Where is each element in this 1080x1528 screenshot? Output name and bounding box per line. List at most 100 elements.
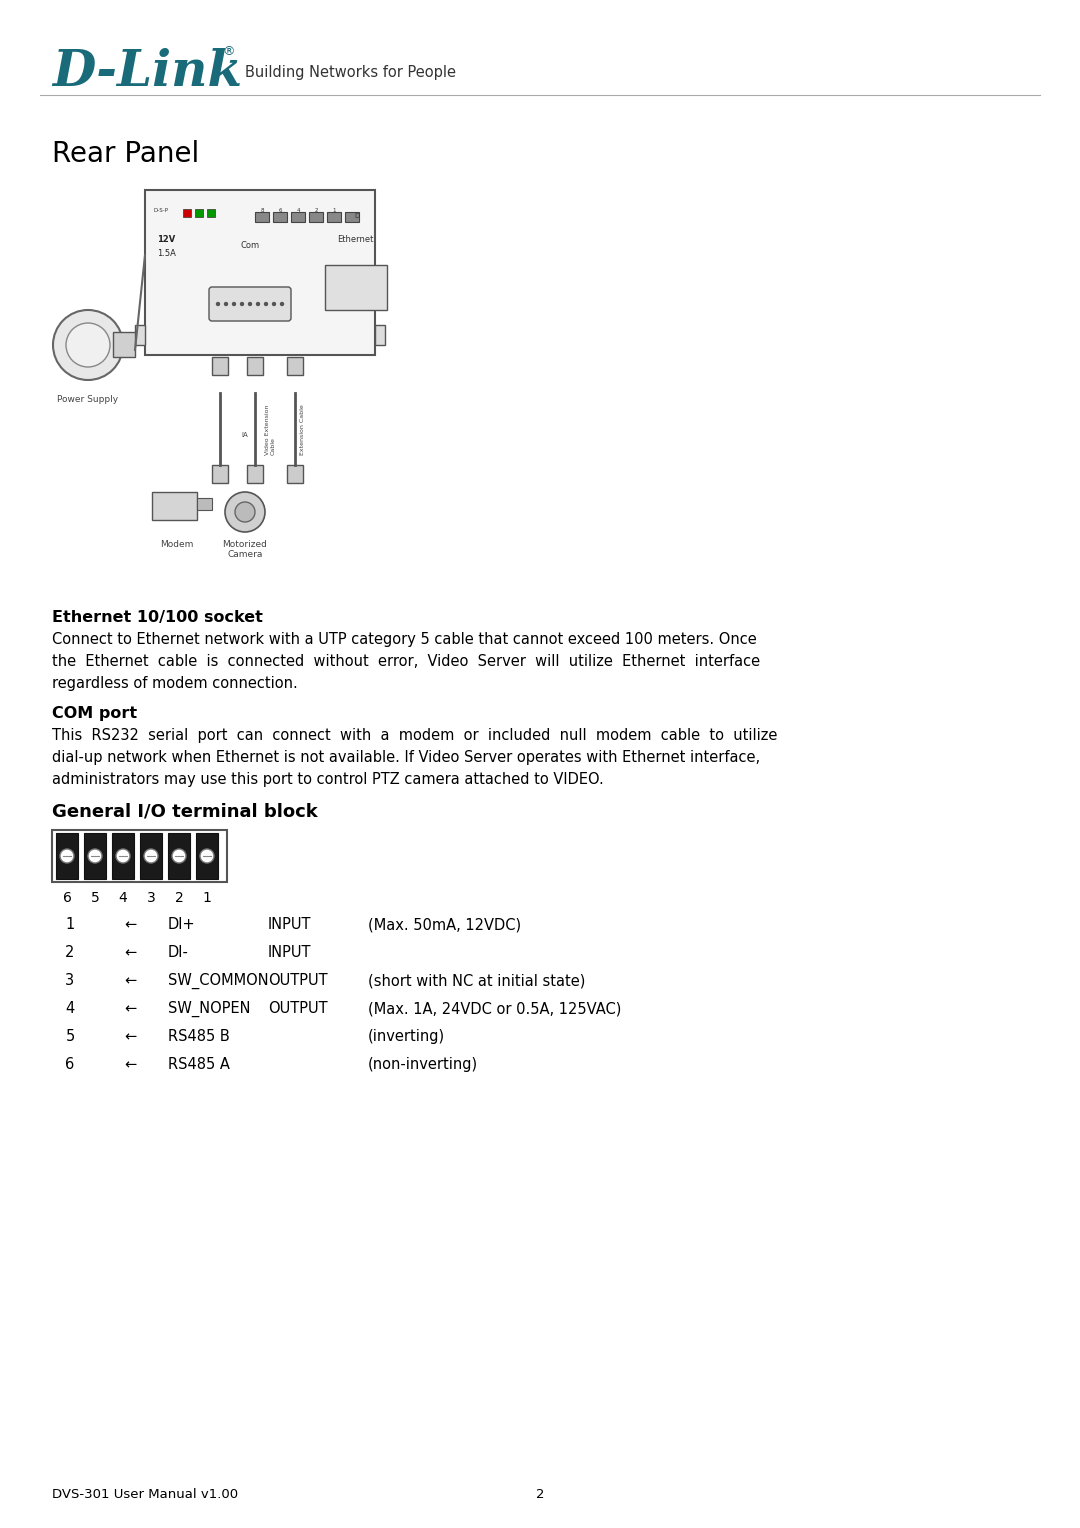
Bar (112, 833, 134, 879)
Bar (183, 209, 191, 217)
Text: Modem: Modem (160, 539, 193, 549)
Circle shape (216, 303, 219, 306)
Bar (287, 465, 303, 483)
Circle shape (272, 303, 275, 306)
Circle shape (248, 303, 252, 306)
Text: IA: IA (242, 432, 248, 439)
Circle shape (265, 303, 268, 306)
Bar (135, 325, 145, 345)
Text: 2: 2 (175, 891, 184, 905)
Text: ←: ← (124, 1057, 136, 1073)
Bar (212, 465, 228, 483)
Text: 8: 8 (260, 208, 264, 212)
Bar (345, 212, 359, 222)
Bar (207, 209, 215, 217)
Text: 6: 6 (279, 208, 282, 212)
Text: 4: 4 (296, 208, 300, 212)
Circle shape (225, 303, 228, 306)
Bar (145, 189, 375, 354)
Bar (291, 212, 305, 222)
Text: D-Link: D-Link (52, 47, 242, 96)
Text: ←: ← (124, 973, 136, 989)
Bar (255, 212, 269, 222)
Text: RS485 B: RS485 B (168, 1028, 230, 1044)
Text: 5: 5 (91, 891, 99, 905)
Circle shape (144, 850, 158, 863)
Text: Ethernet: Ethernet (337, 235, 374, 244)
Text: SW_NOPEN: SW_NOPEN (168, 1001, 251, 1018)
FancyBboxPatch shape (210, 287, 291, 321)
Text: INPUT: INPUT (268, 917, 311, 932)
Bar (375, 325, 384, 345)
Text: 2: 2 (314, 208, 318, 212)
Bar (56, 833, 78, 879)
Text: (non-inverting): (non-inverting) (368, 1057, 478, 1073)
Text: 5: 5 (66, 1028, 75, 1044)
Text: ←: ← (124, 917, 136, 932)
Bar (287, 358, 303, 374)
Text: Rear Panel: Rear Panel (52, 141, 199, 168)
Text: D-S-P: D-S-P (153, 208, 168, 212)
Text: 2: 2 (65, 944, 75, 960)
Text: ←: ← (124, 944, 136, 960)
Bar (212, 358, 228, 374)
Text: RS485 A: RS485 A (168, 1057, 230, 1073)
Circle shape (172, 850, 186, 863)
Text: ←: ← (124, 1028, 136, 1044)
Circle shape (257, 303, 259, 306)
Text: DVS-301 User Manual v1.00: DVS-301 User Manual v1.00 (52, 1488, 238, 1500)
Text: 3: 3 (66, 973, 75, 989)
Text: Connect to Ethernet network with a UTP category 5 cable that cannot exceed 100 m: Connect to Ethernet network with a UTP c… (52, 633, 757, 646)
Text: D: D (354, 212, 360, 219)
Circle shape (87, 850, 102, 863)
Bar (247, 465, 264, 483)
Text: OUTPUT: OUTPUT (268, 973, 327, 989)
Text: Extension Cable: Extension Cable (300, 405, 305, 455)
Circle shape (66, 322, 110, 367)
Circle shape (225, 492, 265, 532)
Text: Motorized
Camera: Motorized Camera (222, 539, 268, 559)
Circle shape (116, 850, 130, 863)
Text: administrators may use this port to control PTZ camera attached to VIDEO.: administrators may use this port to cont… (52, 772, 604, 787)
Text: SW_COMMON: SW_COMMON (168, 973, 269, 989)
Text: (Max. 1A, 24VDC or 0.5A, 125VAC): (Max. 1A, 24VDC or 0.5A, 125VAC) (368, 1001, 621, 1016)
Circle shape (53, 310, 123, 380)
Circle shape (60, 850, 75, 863)
Text: Power Supply: Power Supply (57, 396, 119, 403)
Text: This  RS232  serial  port  can  connect  with  a  modem  or  included  null  mod: This RS232 serial port can connect with … (52, 727, 778, 743)
Text: (short with NC at initial state): (short with NC at initial state) (368, 973, 585, 989)
Circle shape (232, 303, 235, 306)
Circle shape (241, 303, 243, 306)
Text: the  Ethernet  cable  is  connected  without  error,  Video  Server  will  utili: the Ethernet cable is connected without … (52, 654, 760, 669)
Text: Ethernet 10/100 socket: Ethernet 10/100 socket (52, 610, 262, 625)
Text: regardless of modem connection.: regardless of modem connection. (52, 675, 298, 691)
Bar (168, 833, 190, 879)
Text: 4: 4 (119, 891, 127, 905)
Text: 1: 1 (203, 891, 212, 905)
Text: General I/O terminal block: General I/O terminal block (52, 802, 318, 821)
Text: OUTPUT: OUTPUT (268, 1001, 327, 1016)
Text: 3: 3 (147, 891, 156, 905)
Bar (197, 498, 212, 510)
Bar (140, 833, 162, 879)
Bar (247, 358, 264, 374)
Bar (325, 264, 387, 310)
Text: Video Extension
Cable: Video Extension Cable (265, 405, 275, 455)
Circle shape (281, 303, 283, 306)
Text: 2: 2 (536, 1488, 544, 1500)
Circle shape (200, 850, 214, 863)
Text: DI-: DI- (168, 944, 189, 960)
Text: (inverting): (inverting) (368, 1028, 445, 1044)
Text: ®: ® (222, 46, 234, 58)
Text: 1.5A: 1.5A (157, 249, 176, 258)
Text: 1: 1 (333, 208, 336, 212)
Text: 4: 4 (66, 1001, 75, 1016)
Bar (84, 833, 106, 879)
Text: Com: Com (241, 240, 259, 249)
Text: INPUT: INPUT (268, 944, 311, 960)
Bar (195, 833, 218, 879)
Bar (309, 212, 323, 222)
Bar (327, 212, 341, 222)
Bar (152, 492, 197, 520)
Text: Building Networks for People: Building Networks for People (245, 64, 456, 79)
